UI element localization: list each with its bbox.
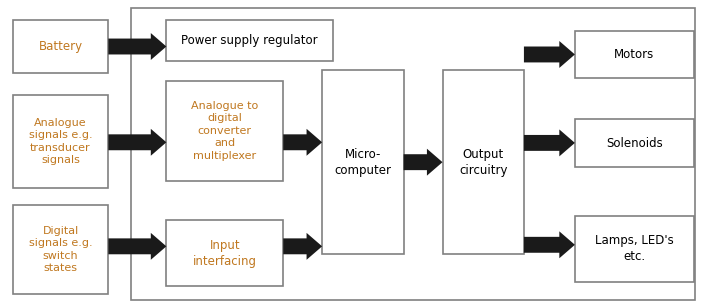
- Bar: [575, 216, 694, 282]
- Text: Power supply regulator: Power supply regulator: [181, 34, 318, 47]
- Text: Battery: Battery: [38, 40, 83, 53]
- Text: Analogue to
digital
converter
and
multiplexer: Analogue to digital converter and multip…: [191, 101, 258, 161]
- Text: Output
circuitry: Output circuitry: [459, 148, 508, 177]
- Polygon shape: [524, 231, 575, 258]
- Bar: [575, 31, 694, 78]
- Polygon shape: [524, 41, 575, 68]
- Text: Input
interfacing: Input interfacing: [193, 239, 257, 268]
- Bar: [166, 220, 283, 286]
- Text: Micro-
computer: Micro- computer: [334, 148, 392, 177]
- Bar: [13, 95, 108, 188]
- Text: Analogue
signals e.g.
transducer
signals: Analogue signals e.g. transducer signals: [29, 118, 92, 165]
- Bar: [13, 205, 108, 294]
- Polygon shape: [283, 233, 322, 260]
- Bar: [131, 8, 695, 300]
- Bar: [575, 119, 694, 167]
- Polygon shape: [283, 129, 322, 156]
- Bar: [442, 70, 524, 254]
- Polygon shape: [524, 129, 575, 156]
- Polygon shape: [108, 233, 166, 260]
- Polygon shape: [108, 33, 166, 60]
- Text: Solenoids: Solenoids: [606, 136, 663, 150]
- Bar: [322, 70, 404, 254]
- Text: Motors: Motors: [615, 48, 654, 61]
- Polygon shape: [108, 129, 166, 156]
- Text: Digital
signals e.g.
switch
states: Digital signals e.g. switch states: [29, 226, 92, 273]
- Text: Lamps, LED's
etc.: Lamps, LED's etc.: [595, 234, 674, 263]
- Bar: [13, 20, 108, 73]
- Bar: [166, 20, 333, 61]
- Polygon shape: [404, 149, 442, 176]
- Bar: [166, 81, 283, 181]
